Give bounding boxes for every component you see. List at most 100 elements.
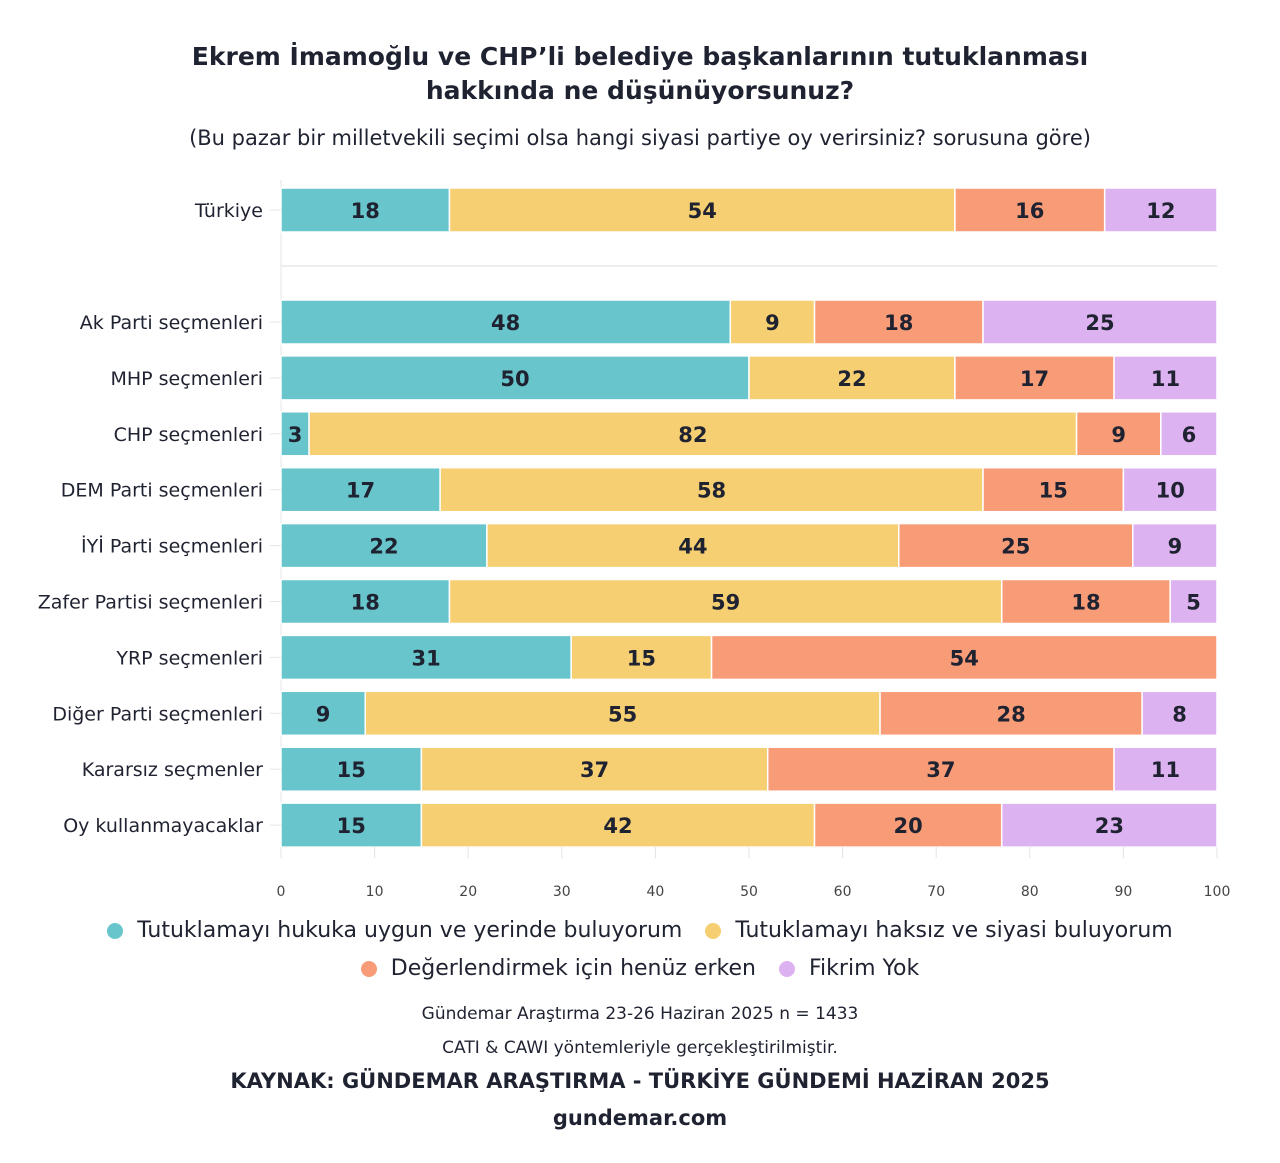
bar-segment [1169,578,1218,625]
bar-value-label: 15 [627,646,656,670]
bar-segment [1103,187,1218,233]
bar-segment [954,355,1115,401]
bar-value-label: 15 [1039,479,1068,503]
category-label: Zafer Partisi seçmenleri [38,592,263,614]
bar-segment [1113,746,1218,792]
bar-segment [954,187,1106,233]
bar-value-label: 37 [580,758,609,782]
bar-value-label: 55 [608,702,637,726]
bar-segment [364,690,881,737]
x-tick-label: 10 [366,884,384,900]
bar-row: 31 15 54 [280,634,1218,681]
bar-value-label: 37 [926,758,955,782]
website-link[interactable]: gundemar.com [552,1106,728,1130]
bar-row: 48 9 18 25 [280,299,1218,345]
bar-segment [982,299,1218,345]
chart-title-line-1: Ekrem İmamoğlu ve CHP’li belediye başkan… [191,42,1089,71]
bar-segment [280,522,488,569]
legend-label: Değerlendirmek için henüz erken [390,956,756,981]
bar-segment [448,578,1003,625]
bar-row: 18 59 18 5 [280,578,1218,625]
bar-row: 18 54 16 12 [280,187,1218,233]
bar-row: 22 44 25 9 [280,522,1218,569]
category-label: CHP seçmenleri [114,424,263,446]
bar-value-label: 17 [1020,367,1049,391]
legend-dot-icon [705,922,722,939]
bar-segment [1132,522,1218,569]
bar-segment [448,187,956,233]
category-label: İYİ Parti seçmenleri [81,535,263,558]
bar-value-label: 10 [1156,479,1185,503]
category-labels: Türkiye Ak Parti seçmenleri MHP seçmenleri… [38,200,281,837]
bar-value-label: 58 [697,479,726,503]
bar-value-label: 59 [711,591,740,615]
legend-row-2: Değerlendirmek için henüz erken Fikrim Y… [0,956,1280,983]
bar-value-label: 20 [894,814,923,838]
x-tick-label: 0 [277,884,286,900]
x-tick-label: 70 [927,884,945,900]
bar-value-label: 50 [500,367,529,391]
chart-title-line-2: hakkında ne düşünüyorsunuz? [425,76,855,105]
bar-segment [280,187,451,233]
bar-value-label: 18 [884,311,913,335]
bar-value-label: 12 [1146,199,1175,223]
bar-value-label: 15 [337,814,366,838]
legend-row-1: Tutuklamayı hukuka uygun ve yerinde bulu… [0,918,1280,945]
bar-value-label: 54 [950,646,979,670]
legend-item-too-early: Değerlendirmek için henüz erken [360,956,756,981]
bar-value-label: 9 [1168,535,1183,559]
bar-value-label: 5 [1186,591,1201,615]
category-label: DEM Parti seçmenleri [61,480,263,502]
source-note: KAYNAK: GÜNDEMAR ARAŞTIRMA - TÜRKİYE GÜN… [230,1069,1050,1093]
bar-segment [982,466,1125,513]
bar-row: 15 37 37 11 [280,746,1218,792]
bar-segment [420,802,816,848]
bar-segment [748,355,956,401]
bar-row: 3 82 9 6 [280,411,1218,457]
category-label: Oy kullanmayacaklar [63,815,263,837]
chart-title: Ekrem İmamoğlu ve CHP’li belediye başkan… [0,40,1280,108]
bar-value-label: 42 [603,814,632,838]
bar-value-label: 6 [1182,423,1197,447]
bar-value-label: 25 [1085,311,1114,335]
bar-value-label: 17 [346,479,375,503]
category-label: Diğer Parti seçmenleri [52,703,263,725]
bar-row: 9 55 28 8 [280,690,1218,737]
bar-segment [420,746,769,792]
bar-value-label: 8 [1172,702,1187,726]
x-tick-label: 60 [834,884,852,900]
bar-value-label: 44 [678,535,707,559]
bar-value-label: 11 [1151,367,1180,391]
legend-dot-icon [779,960,795,977]
legend-dot-icon [107,922,124,939]
legend-item-no-opinion: Fikrim Yok [779,956,919,981]
bar-value-label: 23 [1095,814,1124,838]
survey-note: Gündemar Araştırma 23-26 Haziran 2025 n … [421,1004,859,1024]
bar-value-label: 28 [996,702,1025,726]
bar-segment [439,466,984,513]
bar-segment [308,411,1078,457]
bar-segment [1075,411,1162,457]
category-label: Ak Parti seçmenleri [80,312,263,334]
category-label: YRP seçmenleri [115,647,263,669]
bar-segment [1113,355,1218,401]
category-label: Türkiye [194,200,263,222]
legend-label: Tutuklamayı hukuka uygun ve yerinde bulu… [137,918,683,943]
category-label: Kararsız seçmenler [82,759,263,781]
bar-segment [486,522,900,569]
bar-value-label: 11 [1151,758,1180,782]
bar-value-label: 48 [491,311,520,335]
x-tick-label: 40 [646,884,664,900]
bar-value-label: 9 [1111,423,1126,447]
x-tick-label: 20 [459,884,477,900]
bar-value-label: 82 [678,423,707,447]
bar-segment [280,634,572,681]
bar-segment [1160,411,1218,457]
x-tick-label: 90 [1114,884,1132,900]
bar-value-label: 9 [316,702,331,726]
method-note: CATI & CAWI yöntemleriyle gerçekleştiril… [442,1038,838,1058]
x-tick-label: 50 [740,884,758,900]
x-tick-label: 30 [553,884,571,900]
